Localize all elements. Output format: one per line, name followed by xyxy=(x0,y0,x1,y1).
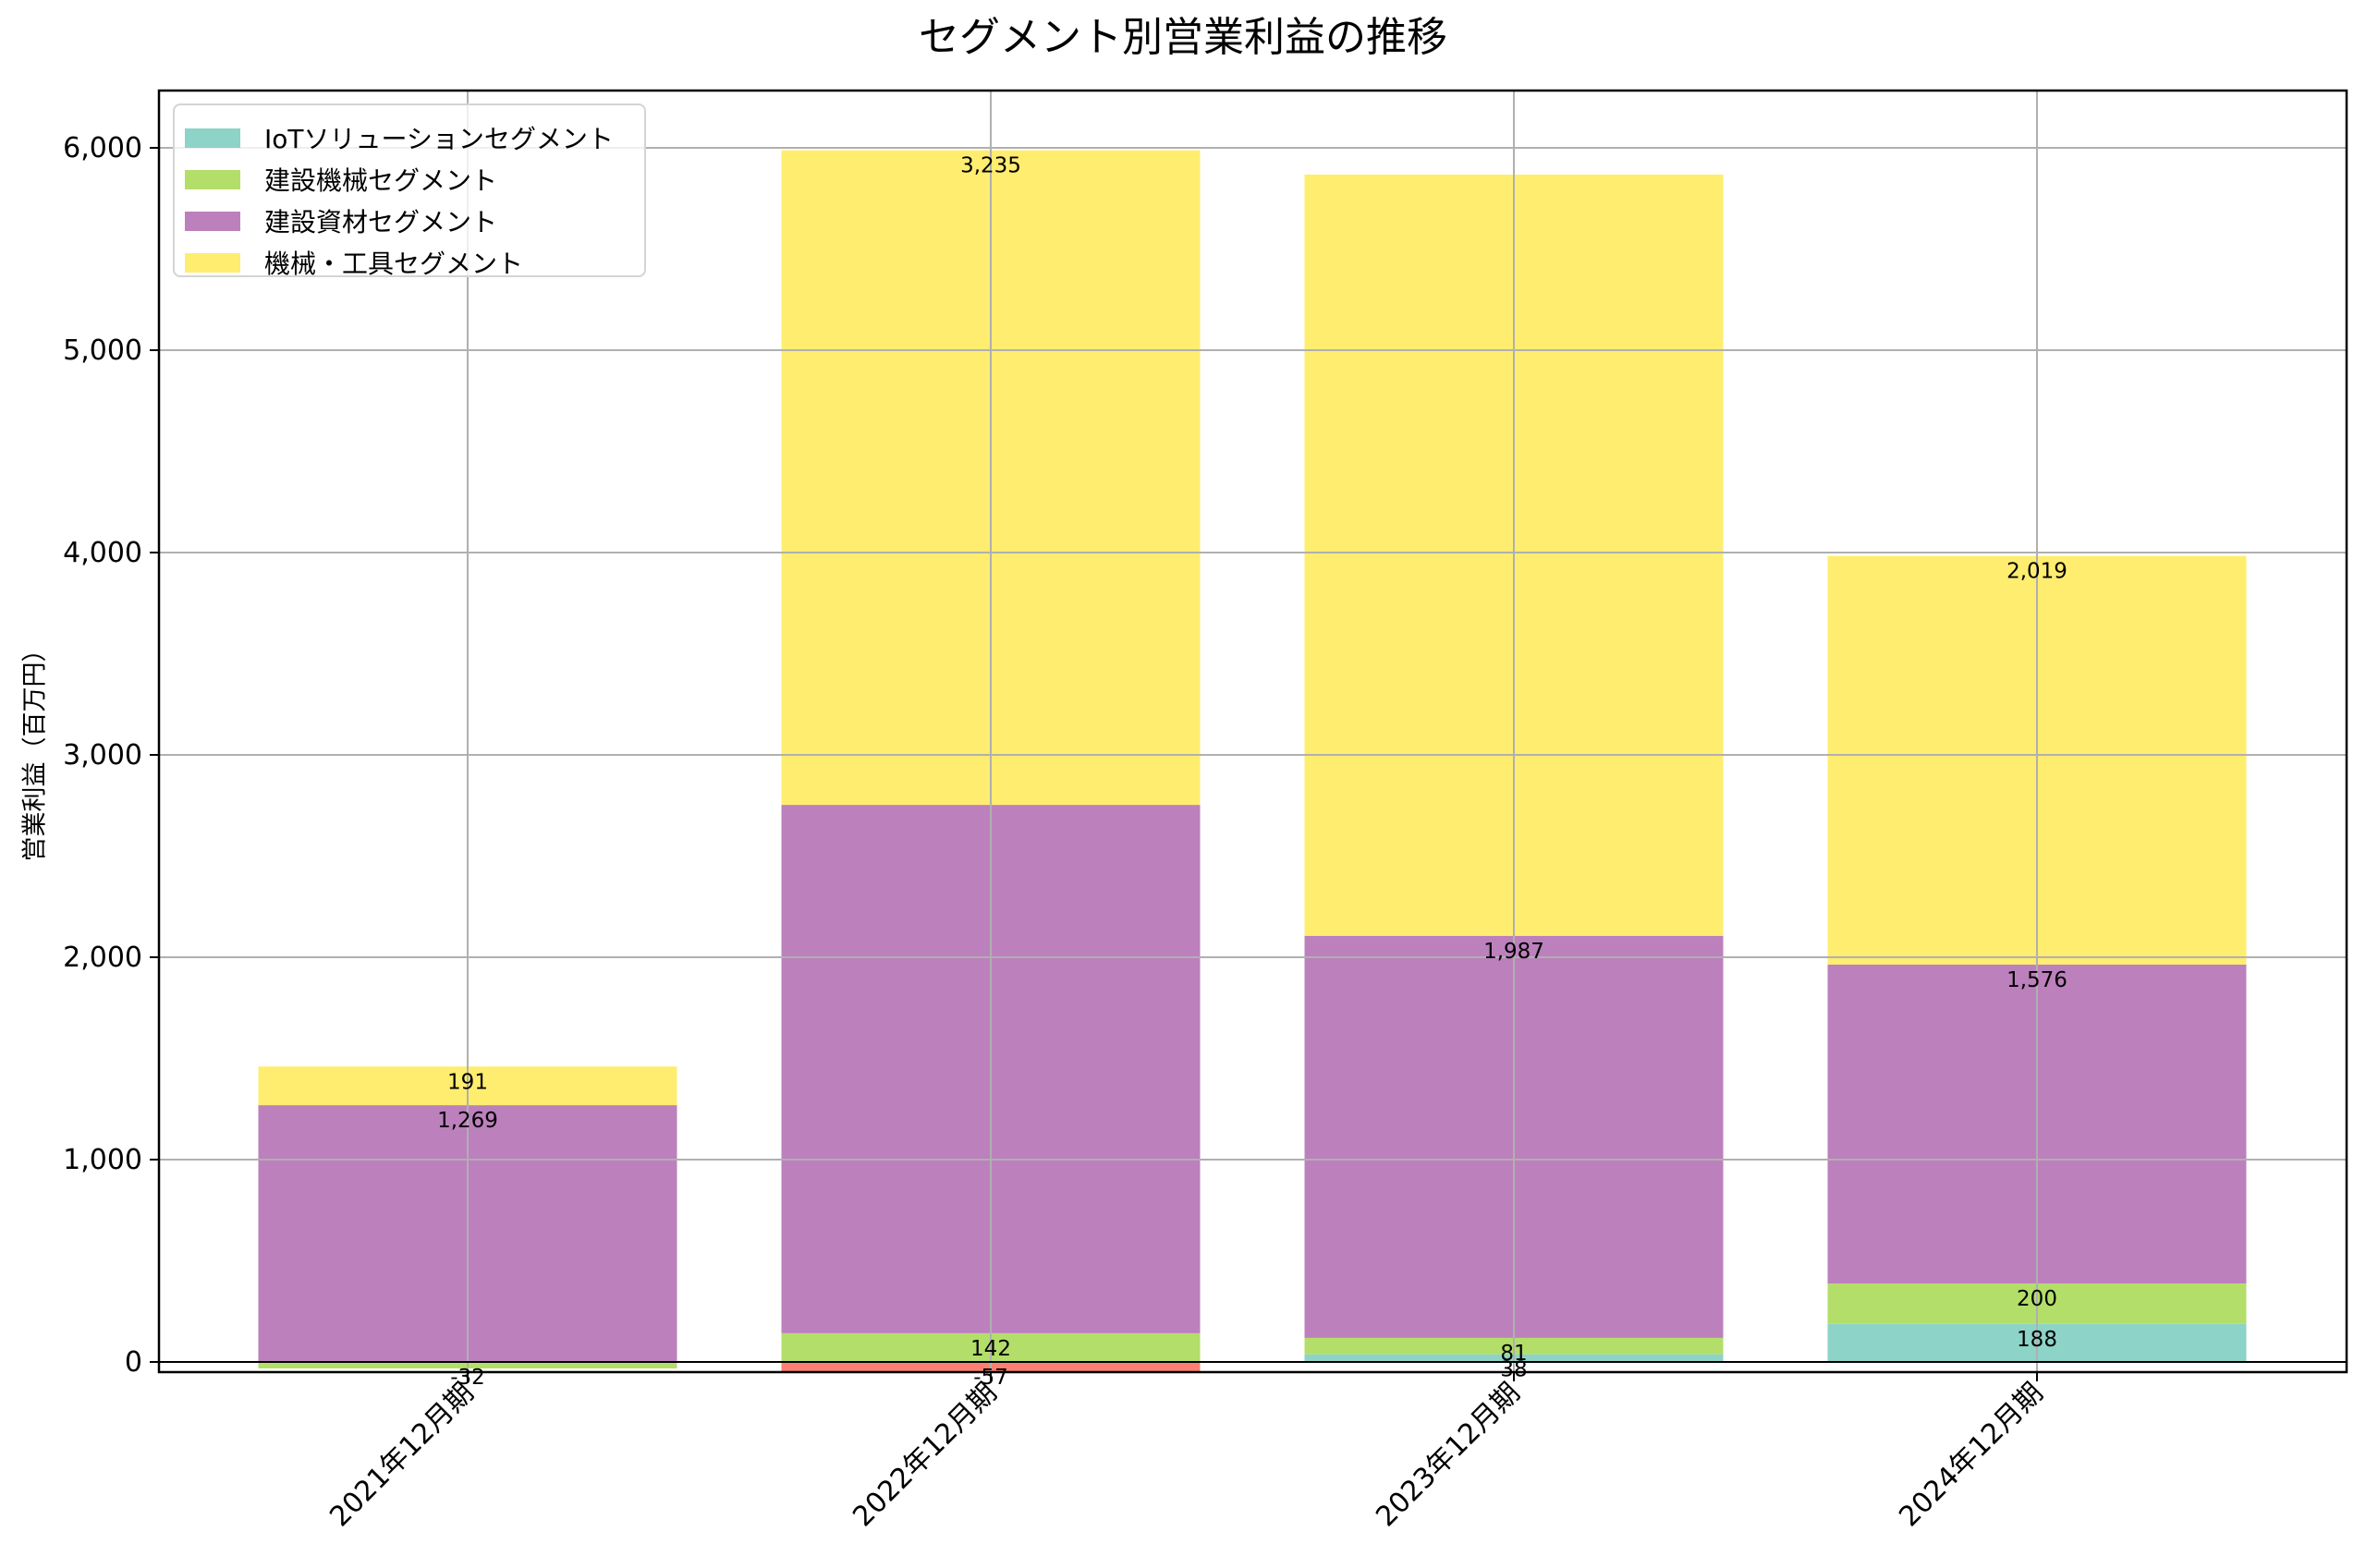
legend-swatch-iot xyxy=(185,128,240,148)
y-tick-label: 3,000 xyxy=(63,739,142,772)
legend-item-iot: IoTソリューションセグメント xyxy=(185,119,614,156)
value-label: -57 xyxy=(973,1366,1008,1390)
value-label: 81 xyxy=(1500,1342,1527,1366)
legend-item-machinery-tools: 機械・工具セグメント xyxy=(185,244,523,281)
legend-label-machinery-tools: 機械・工具セグメント xyxy=(264,249,524,279)
value-label: -32 xyxy=(450,1366,485,1390)
bars-group xyxy=(258,150,2247,1372)
value-label: 3,235 xyxy=(960,154,1021,178)
value-label: 1,269 xyxy=(437,1109,498,1133)
y-tick-label: 4,000 xyxy=(63,537,142,569)
y-tick-label: 5,000 xyxy=(63,334,142,367)
value-label: 1,576 xyxy=(2006,968,2067,992)
value-label: 191 xyxy=(447,1070,488,1094)
legend-item-construction-materials: 建設資材セグメント xyxy=(185,202,497,239)
x-tick-label: 2024年12月期 xyxy=(1893,1377,2049,1533)
x-tick-label: 2022年12月期 xyxy=(847,1377,1003,1533)
legend-swatch-construction-machinery xyxy=(185,169,240,189)
value-label: 2,019 xyxy=(2006,560,2067,584)
legend-item-construction-machinery: 建設機械セグメント xyxy=(185,161,497,198)
value-label: 38 xyxy=(1500,1358,1527,1382)
x-tick-label: 2021年12月期 xyxy=(323,1377,480,1533)
x-tick-label: 2023年12月期 xyxy=(1370,1377,1526,1533)
value-label: 142 xyxy=(970,1337,1011,1361)
value-label: 188 xyxy=(2017,1328,2057,1352)
y-tick-label: 1,000 xyxy=(63,1144,142,1176)
plot-frame xyxy=(157,89,2348,1374)
y-tick-label: 0 xyxy=(125,1346,142,1379)
y-tick-label: 6,000 xyxy=(63,132,142,164)
value-label: 1,987 xyxy=(1483,940,1544,964)
legend-label-construction-machinery: 建設機械セグメント xyxy=(264,165,498,196)
legend: IoTソリューションセグメント 建設機械セグメント 建設資材セグメント 機械・工… xyxy=(173,103,646,279)
legend-label-construction-materials: 建設資材セグメント xyxy=(264,207,498,237)
chart-title: セグメント別営業利益の推移 xyxy=(919,14,1447,61)
legend-swatch-machinery-tools xyxy=(185,252,240,273)
y-tick-label: 2,000 xyxy=(63,942,142,974)
legend-label-iot: IoTソリューションセグメント xyxy=(264,124,614,154)
value-label: 200 xyxy=(2017,1287,2057,1311)
legend-swatch-construction-materials xyxy=(185,211,240,231)
